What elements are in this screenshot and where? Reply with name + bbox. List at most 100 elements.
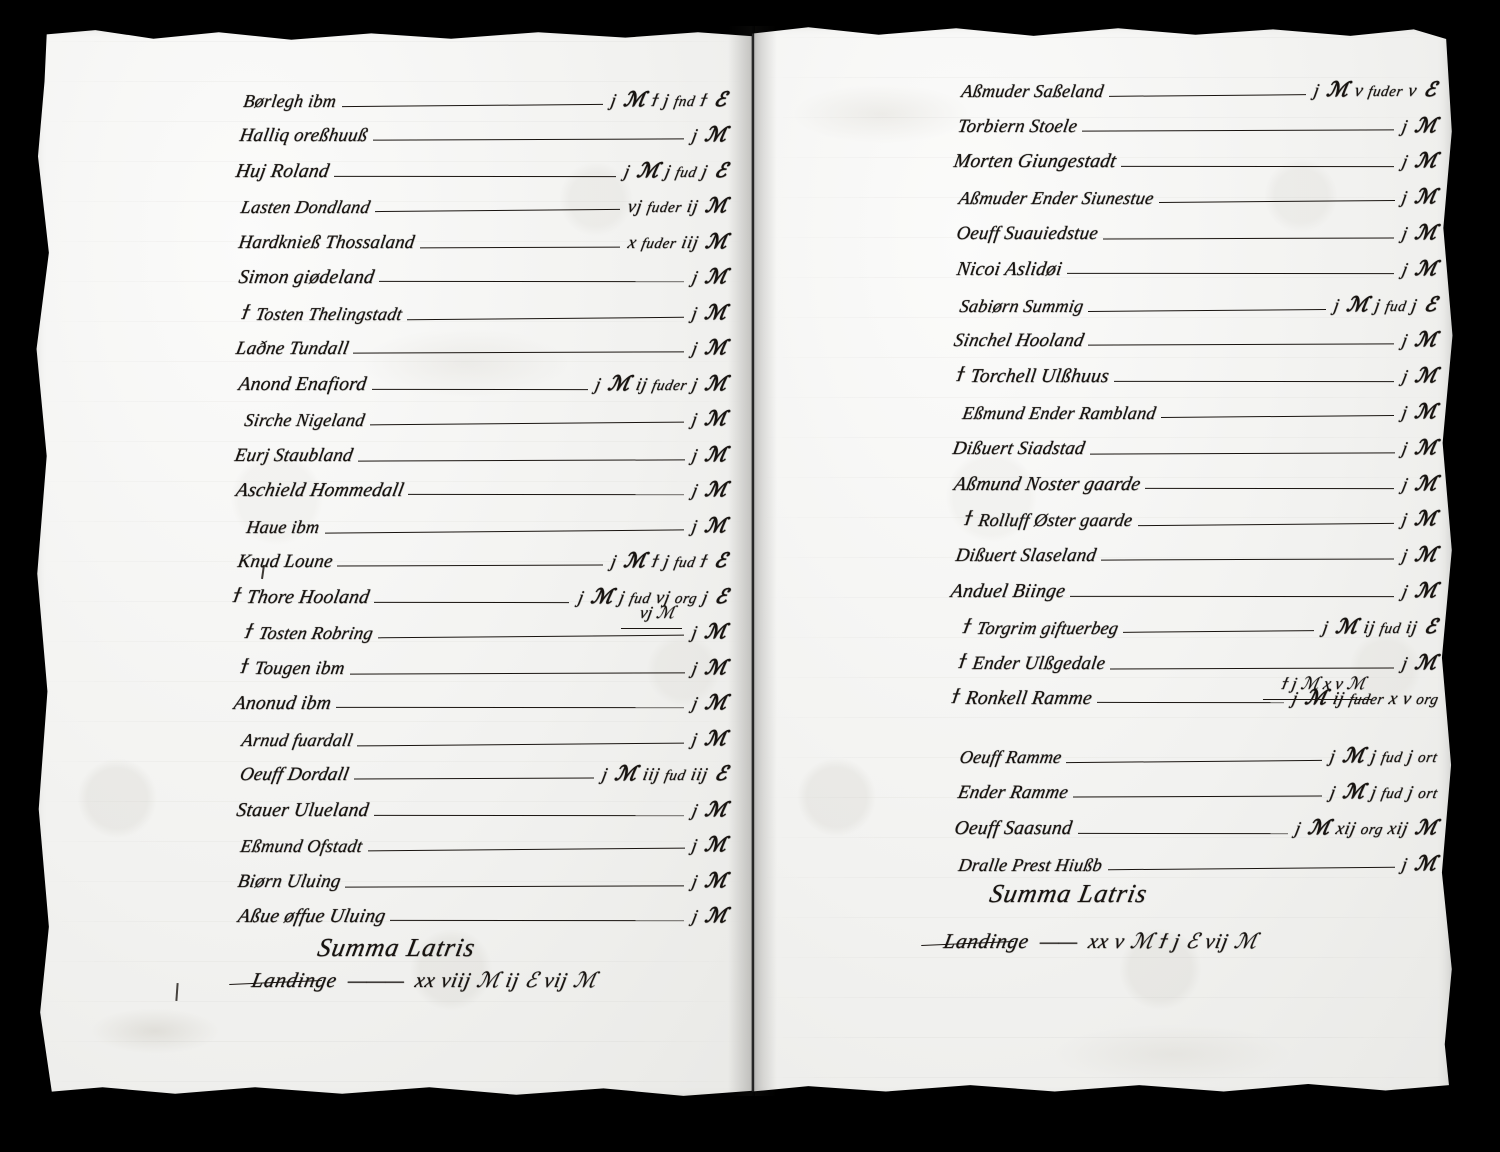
ledger-entry: Knud Loune j ℳ ϯ j fud ϯ ℰ — [226, 538, 730, 574]
entry-name: Ender Ramme — [956, 781, 1071, 803]
leader-rule — [357, 742, 685, 746]
ledger-entry: ϯ Ender Ulßgedale j ℳ — [947, 639, 1440, 675]
entry-amount: j ℳ ij fuder j ℳ — [593, 372, 730, 395]
leader-rule — [1067, 272, 1395, 274]
entry-name: ϯ Ronkell Ramme — [950, 684, 1094, 710]
ledger-entry: Hardknieß Thossaland x fuder iij ℳ — [228, 218, 730, 254]
leader-rule — [1070, 595, 1395, 598]
entry-amount: j ℳ — [690, 621, 730, 643]
entry-amount: j ℳ — [1400, 472, 1440, 495]
leader-rule — [1097, 702, 1284, 704]
entry-amount: j ℳ — [1400, 544, 1440, 567]
ledger-entry: Laðne Tundall j ℳ — [224, 325, 730, 361]
ledger-entry: Biørn Uluing j ℳ — [225, 857, 730, 893]
entry-name: Arnud fuardall — [239, 729, 355, 750]
right-page-entry-list: Aßmuder Saßeland j ℳ v fuder v ℰ Torbiern … — [942, 66, 1440, 876]
ledger-entry: Dißuert Slaseland j ℳ — [944, 531, 1440, 567]
paper-stain — [1052, 1024, 1292, 1084]
entry-amount: x fuder iij ℳ — [625, 230, 730, 253]
entry-amount: j ℳ — [1400, 365, 1440, 388]
entry-amount: j ℳ — [690, 727, 730, 750]
entry-name: Oeuff Ramme — [957, 747, 1064, 768]
entry-amount: j ℳ j fud j ℰ — [1332, 293, 1440, 316]
ledger-entry: Nicoi Aslidøi j ℳ — [946, 245, 1440, 281]
leader-rule — [407, 316, 685, 320]
ledger-entry: Sabiørn Summig j ℳ j fud j ℰ — [942, 281, 1439, 317]
entry-name: Hardknieß Thossaland — [236, 231, 416, 253]
right-total-label: Landinge — [941, 929, 1032, 953]
right-page-total-line: Landinge —— xx v ℳ ϯ j ℰ vij ℳ — [941, 929, 1261, 953]
left-page-carry-note: vj ℳ — [638, 603, 677, 622]
ledger-entry: Eurj Staubland j ℳ — [223, 431, 729, 467]
left-page-summa-label: Summa Latris — [315, 933, 479, 962]
ledger-entry: Eßmund Ender Rambland j ℳ — [945, 388, 1439, 424]
entry-name: Sabiørn Summig — [958, 295, 1086, 316]
entry-amount: j ℳ — [1400, 186, 1440, 209]
entry-name: Dralle Prest Hiußb — [957, 854, 1104, 875]
left-total-amount: xx viij ℳ ij ℰ vij ℳ — [413, 968, 600, 992]
ledger-entry: Aßmuder Saßeland j ℳ v fuder v ℰ — [944, 66, 1439, 102]
ledger-entry: ϯ Torchell Ulßhuus j ℳ — [947, 352, 1440, 388]
leader-rule — [336, 706, 685, 709]
entry-name: Laðne Tundall — [233, 338, 351, 359]
leader-rule — [372, 138, 685, 141]
ledger-entry: Arnud fuardall j ℳ — [224, 715, 729, 751]
entry-name: Aßue øffue Uluing — [236, 906, 388, 927]
entry-amount: j ℳ ϯ j fud ϯ ℰ — [609, 550, 730, 572]
ledger-entry: Oeuff Suauiedstue j ℳ — [946, 209, 1440, 245]
leader-rule — [379, 280, 685, 283]
leader-rule — [1123, 629, 1315, 633]
leader-rule — [1089, 452, 1395, 455]
entry-amount: j ℳ v fuder v ℰ — [1312, 78, 1440, 101]
leader-rule — [1137, 523, 1395, 527]
ledger-entry: ϯ Rolluff Øster gaarde j ℳ — [947, 496, 1439, 532]
ledger-entry: Huj Roland j ℳ j fud j ℰ — [225, 147, 730, 183]
leader-rule — [1077, 832, 1288, 834]
leader-rule — [374, 601, 570, 603]
right-manuscript-page: Aßmuder Saßeland j ℳ v fuder v ℰ Torbiern … — [752, 27, 1453, 1092]
cross-mark-icon: ϯ — [955, 362, 966, 387]
entry-name: Børlegh ibm — [242, 90, 338, 111]
gutter-shadow-right — [755, 26, 777, 1096]
left-total-label: Landinge — [249, 968, 340, 992]
entry-name: Aßmuder Ender Siunestue — [957, 188, 1156, 209]
ledger-entry: Aßmund Noster gaarde j ℳ — [944, 460, 1440, 496]
entry-amount: j ℳ — [1400, 150, 1440, 173]
entry-name: Anduel Biinge — [949, 580, 1068, 602]
right-page-carry-note: ϯ j ℳ x v ℳ — [1280, 674, 1368, 693]
leader-rule — [375, 208, 620, 213]
leader-rule — [408, 493, 685, 496]
ledger-entry: Oeuff Saasund j ℳ xij org xij ℳ — [946, 804, 1440, 840]
leader-rule — [1073, 795, 1323, 798]
ledger-entry: Halliq oreßhuuß j ℳ — [229, 112, 729, 148]
leader-rule — [1066, 760, 1323, 764]
entry-amount: j ℳ — [690, 124, 730, 146]
entry-name: Sinchel Hooland — [951, 330, 1086, 352]
left-page-total-line: Landinge ——— xx viij ℳ ij ℰ vij ℳ — [249, 968, 600, 992]
leader-rule — [1121, 166, 1395, 168]
leader-rule — [1114, 381, 1395, 383]
entry-name: Oeuff Suauiedstue — [954, 222, 1100, 244]
cross-mark-icon: ϯ — [240, 299, 252, 324]
entry-amount: j ℳ — [690, 408, 730, 430]
entry-amount: vj fuder ij ℳ — [625, 195, 730, 217]
ledger-entry: ϯ Tosten Thelingstadt j ℳ — [224, 289, 729, 325]
leader-rule — [324, 528, 685, 534]
leader-rule — [1088, 308, 1326, 312]
left-manuscript-page: Børlegh ibm j ℳ ϯ j fnd ϯ ℰ Halliq oreßhuu… — [36, 30, 756, 1096]
entry-name: Morten Giungestadt — [952, 151, 1118, 173]
gutter-shadow-left — [728, 26, 752, 1096]
entry-amount: j ℳ — [690, 798, 730, 821]
entry-name: ϯ Tosten Thelingstadt — [240, 299, 404, 324]
cross-mark-icon: ϯ — [238, 653, 250, 678]
entry-amount: j ℳ — [690, 656, 730, 679]
entry-name: Anond Enafiord — [237, 373, 368, 395]
leader-rule — [1082, 128, 1395, 132]
entry-amount: j ℳ — [690, 337, 730, 359]
entry-name: Huj Roland — [234, 160, 331, 182]
entry-amount: j ℳ — [690, 479, 730, 501]
entry-amount: j ℳ iij fud iij ℰ — [599, 763, 730, 785]
entry-amount: j ℳ — [1400, 579, 1440, 602]
leader-rule — [333, 175, 616, 177]
